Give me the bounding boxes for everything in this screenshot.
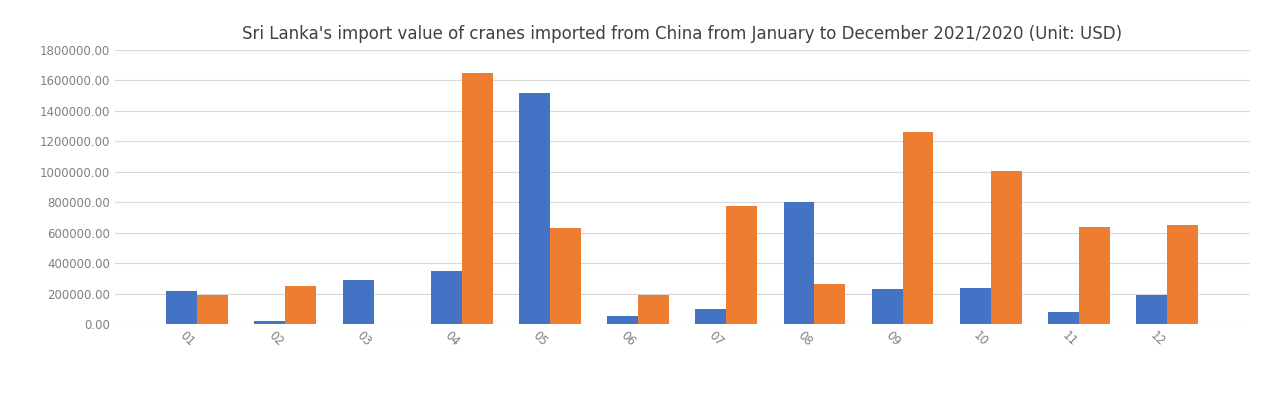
Title: Sri Lanka's import value of cranes imported from China from January to December : Sri Lanka's import value of cranes impor… [242, 25, 1122, 43]
Bar [815, 284, 845, 324]
Bar [255, 322, 286, 324]
Bar [1136, 295, 1167, 324]
Bar [903, 131, 933, 324]
Bar [607, 316, 638, 324]
Bar [638, 295, 669, 324]
Bar [784, 203, 815, 324]
Bar [198, 295, 228, 324]
Bar [462, 73, 492, 324]
Bar [872, 290, 903, 324]
Bar [343, 280, 374, 324]
Bar [431, 271, 462, 324]
Bar [991, 171, 1021, 324]
Bar [960, 288, 991, 324]
Bar [166, 291, 198, 324]
Bar [695, 309, 727, 324]
Bar [286, 286, 316, 324]
Bar [1079, 227, 1109, 324]
Bar [727, 206, 757, 324]
Bar [1167, 225, 1198, 324]
Bar [1048, 312, 1079, 324]
Bar [519, 93, 550, 324]
Bar [550, 228, 580, 324]
